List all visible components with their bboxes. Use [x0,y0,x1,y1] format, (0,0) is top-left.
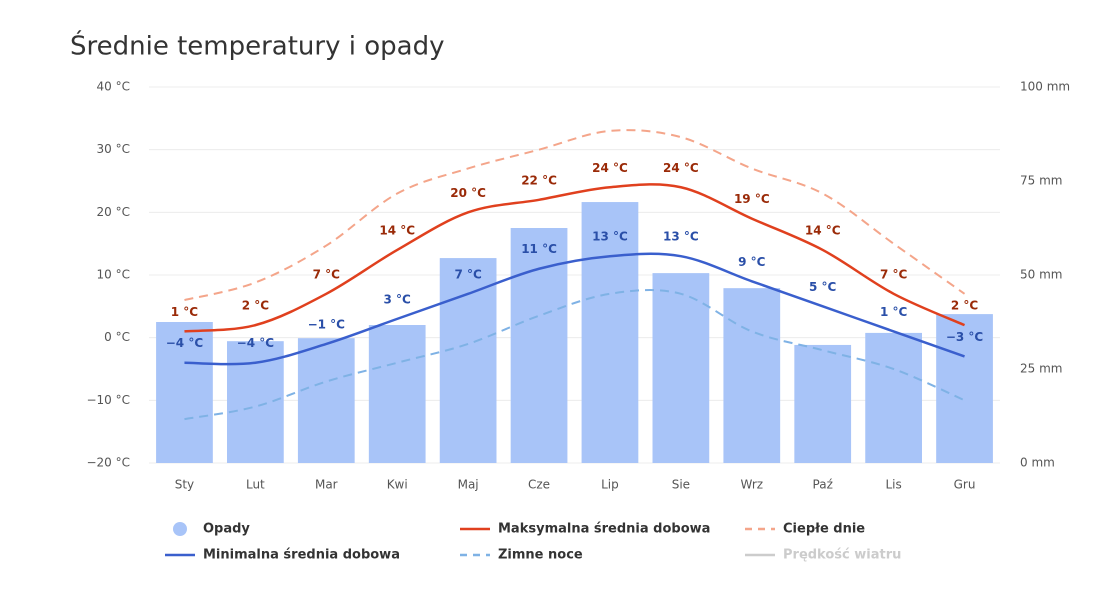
x-tick-label: Gru [954,478,976,492]
y-tick-label: 40 °C [97,80,130,94]
y2-tick-label: 25 mm [1020,362,1062,376]
legend-label: Ciepłe dnie [783,522,865,537]
data-label: 19 °C [734,192,770,206]
x-tick-label: Sty [175,478,194,492]
data-label: 9 °C [738,255,766,269]
data-label: 20 °C [450,186,486,200]
precipitation-bar [510,228,568,463]
precipitation-bar [368,325,426,463]
x-tick-label: Kwi [387,478,408,492]
x-tick-label: Lut [246,478,265,492]
data-label: 3 °C [384,292,412,306]
data-label: 24 °C [663,161,699,175]
legend-label: Minimalna średnia dobowa [203,548,400,563]
temperature-line [184,252,965,366]
x-tick-label: Lis [885,478,901,492]
y-tick-label: 30 °C [97,142,130,156]
precipitation-bar [581,202,639,463]
data-label: −4 °C [166,336,204,350]
y-tick-label: 0 °C [104,330,130,344]
data-label: 22 °C [521,173,557,187]
y2-tick-label: 0 mm [1020,456,1055,470]
y-tick-label: −20 °C [86,456,130,470]
data-label: 24 °C [592,161,628,175]
temperature-line [184,129,966,302]
precipitation-bar [156,322,213,463]
legend-label: Opady [203,522,250,537]
y2-tick-label: 75 mm [1020,174,1062,188]
x-tick-label: Mar [315,478,338,492]
data-label: 11 °C [521,242,557,256]
precipitation-bar [652,273,710,463]
x-tick-label: Lip [601,478,619,492]
data-label: 1 °C [880,305,908,319]
data-label: 13 °C [592,230,628,244]
y-tick-label: −10 °C [86,393,130,407]
data-label: −3 °C [946,330,984,344]
data-label: 7 °C [454,267,482,281]
y2-tick-label: 100 mm [1020,80,1070,94]
data-label: 2 °C [951,299,979,313]
data-label: 1 °C [171,305,199,319]
temperature-line [184,289,965,421]
precipitation-bar [297,338,355,463]
y-tick-label: 20 °C [97,205,130,219]
data-label: 7 °C [313,267,341,281]
y-tick-label: 10 °C [97,268,130,282]
legend-label: Maksymalna średnia dobowa [498,522,710,537]
data-label: 5 °C [809,280,837,294]
legend-swatch [173,522,187,536]
data-label: −4 °C [237,336,275,350]
precipitation-bar [865,332,922,463]
legend-label: Prędkość wiatru [783,548,901,563]
x-tick-label: Sie [672,478,690,492]
x-tick-label: Wrz [741,478,764,492]
data-label: 13 °C [663,230,699,244]
y2-tick-label: 50 mm [1020,268,1062,282]
precipitation-bar [723,288,781,463]
data-label: 14 °C [379,223,415,237]
data-label: 7 °C [880,267,908,281]
precipitation-bar [936,314,993,463]
precipitation-bar [794,344,852,463]
precipitation-bar [439,258,497,463]
data-label: −1 °C [308,317,346,331]
data-label: 2 °C [242,299,270,313]
chart-title: Średnie temperatury i opady [70,30,444,62]
data-label: 14 °C [805,223,841,237]
x-tick-label: Cze [528,478,550,492]
x-tick-label: Paź [813,478,833,492]
temperature-line [184,183,966,333]
x-tick-label: Maj [458,478,479,492]
legend-label: Zimne noce [498,548,583,563]
